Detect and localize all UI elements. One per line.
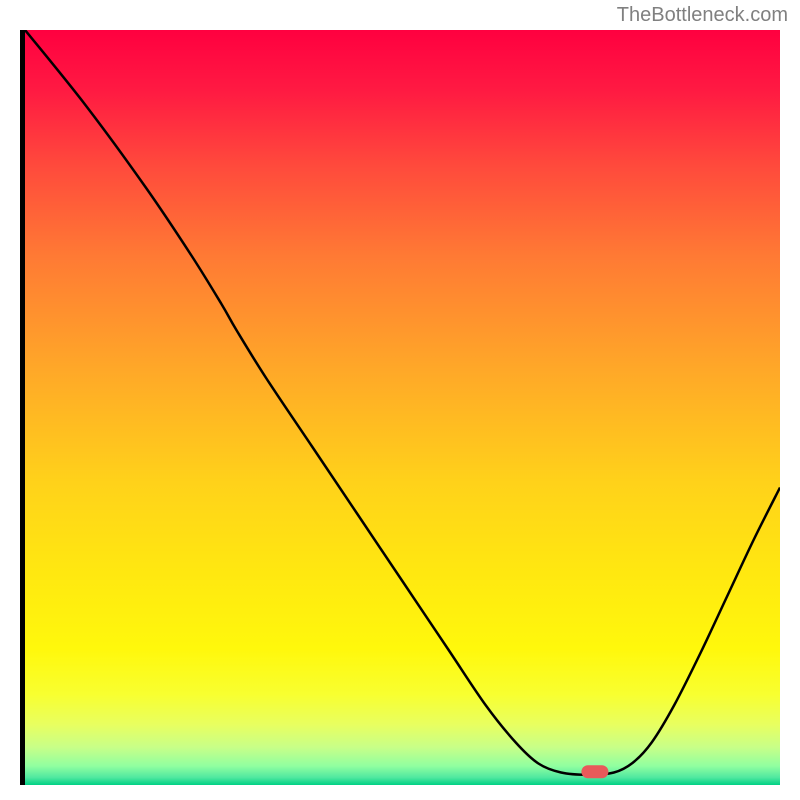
chart-container: { "watermark": { "text": "TheBottleneck.… (0, 0, 800, 800)
plot-area (20, 30, 780, 785)
watermark-text: TheBottleneck.com (617, 4, 788, 27)
bottleneck-curve (25, 30, 780, 780)
optimal-point-marker (581, 765, 608, 779)
